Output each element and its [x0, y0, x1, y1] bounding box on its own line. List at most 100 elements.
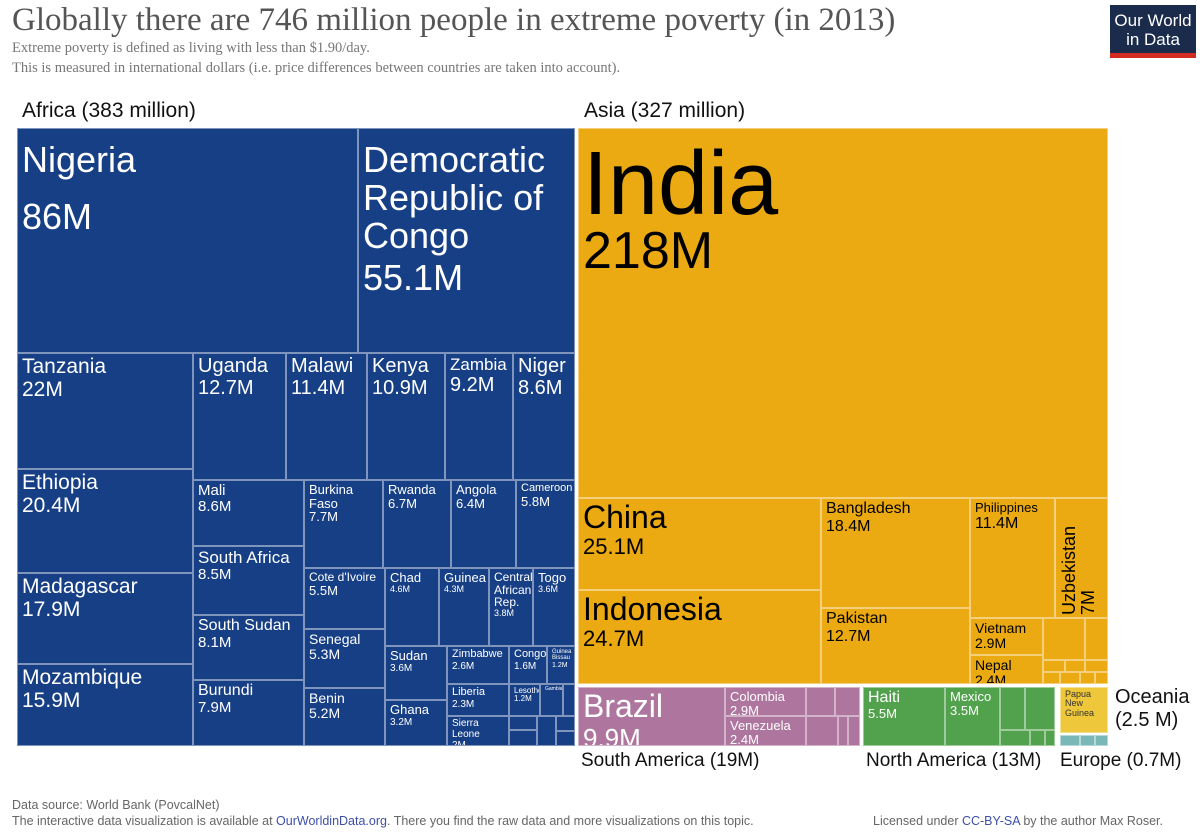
treemap-cell-small[interactable] [1000, 730, 1030, 746]
owid-link[interactable]: OurWorldinData.org [276, 814, 387, 828]
treemap-cell-benin[interactable]: Benin 5.2M [304, 688, 385, 746]
treemap-cell-small[interactable] [537, 716, 556, 746]
treemap-cell-small[interactable] [563, 684, 575, 716]
treemap-cell-liberia[interactable]: Liberia 2.3M [447, 684, 509, 716]
treemap-cell-haiti[interactable]: Haiti 5.5M [863, 687, 945, 746]
cell-country-value: 2M [452, 740, 466, 746]
treemap-cell-guinea[interactable]: Guinea 4.3M [439, 568, 489, 646]
treemap-cell-small[interactable] [556, 716, 575, 731]
treemap-cell-togo[interactable]: Togo 3.6M [533, 568, 575, 646]
treemap-cell-nepal[interactable]: Nepal 2.4M [970, 655, 1043, 684]
treemap-cell-tanzania[interactable]: Tanzania 22M [17, 353, 193, 469]
license-link[interactable]: CC-BY-SA [961, 814, 1020, 828]
treemap-cell-vietnam[interactable]: Vietnam 2.9M [970, 618, 1043, 655]
cell-country-value: 12.7M [826, 627, 871, 645]
treemap-cell-small[interactable] [556, 731, 575, 746]
treemap-cell-south-sudan[interactable]: South Sudan 8.1M [193, 615, 304, 680]
treemap-cell-small[interactable] [1080, 672, 1095, 684]
treemap-cell-sudan[interactable]: Sudan 3.6M [385, 646, 447, 700]
chart-subtitle-2: This is measured in international dollar… [12, 60, 621, 76]
treemap-cell-small[interactable] [1043, 672, 1060, 684]
treemap-cell-small[interactable] [1095, 735, 1108, 746]
owid-logo[interactable]: Our World in Data [1110, 5, 1196, 58]
treemap-cell-burundi[interactable]: Burundi 7.9M [193, 680, 304, 746]
treemap-cell-china[interactable]: China 25.1M [578, 498, 821, 590]
treemap-cell-venezuela[interactable]: Venezuela 2.4M [725, 716, 806, 746]
treemap-cell-rwanda[interactable]: Rwanda 6.7M [383, 480, 451, 568]
treemap-cell-small[interactable] [1000, 687, 1025, 730]
treemap-cell-small[interactable] [1080, 735, 1095, 746]
treemap-cell-lesotho[interactable]: Lesotho 1.2M [509, 684, 540, 716]
treemap-cell-niger[interactable]: Niger 8.6M [513, 353, 575, 480]
treemap-cell-small[interactable] [509, 730, 537, 746]
treemap-cell-mozambique[interactable]: Mozambique 15.9M [17, 664, 193, 746]
treemap-cell-small[interactable] [848, 716, 860, 746]
treemap-cell-mali[interactable]: Mali 8.6M [193, 480, 304, 546]
treemap-cell-small[interactable] [1060, 735, 1080, 746]
treemap-cell-small[interactable] [835, 687, 860, 716]
treemap-cell-uganda[interactable]: Uganda 12.7M [193, 353, 286, 480]
cell-country-value: 11.4M [975, 514, 1019, 532]
cell-country-name: China [583, 499, 667, 535]
treemap-cell-chad[interactable]: Chad 4.6M [385, 568, 439, 646]
treemap-cell-small[interactable] [1095, 672, 1108, 684]
treemap-cell-philippines[interactable]: Philippines 11.4M [970, 498, 1055, 618]
treemap-cell-papua-new-guinea[interactable]: Papua New Guinea [1060, 687, 1108, 733]
treemap-cell-pakistan[interactable]: Pakistan 12.7M [821, 608, 970, 684]
treemap-cell-colombia[interactable]: Colombia 2.9M [725, 687, 806, 716]
treemap-cell-nigeria[interactable]: Nigeria 86M [17, 128, 358, 353]
treemap-cell-gambia[interactable]: Gambia [540, 684, 563, 716]
region-label-north-america: North America (13M) [866, 750, 1042, 771]
treemap-cell-south-africa[interactable]: South Africa 8.5M [193, 546, 304, 615]
treemap-cell-madagascar[interactable]: Madagascar 17.9M [17, 573, 193, 664]
treemap-cell-cote-d-ivoire[interactable]: Cote d'Ivoire 5.5M [304, 568, 385, 629]
treemap-cell-small[interactable] [806, 687, 835, 716]
treemap-cell-small[interactable] [1085, 618, 1108, 660]
treemap-cell-small[interactable] [1045, 730, 1055, 746]
cell-country-name: Democratic Republic of Congo [363, 139, 546, 256]
cell-country-name: Guinea [444, 570, 486, 585]
treemap-cell-small[interactable] [806, 716, 838, 746]
treemap-cell-cameroon[interactable]: Cameroon 5.8M [516, 480, 575, 568]
treemap-cell-burkina-faso[interactable]: Burkina Faso 7.7M [304, 480, 383, 568]
treemap-cell-india[interactable]: India 218M [578, 128, 1108, 498]
treemap-cell-small[interactable] [1060, 672, 1080, 684]
treemap-cell-senegal[interactable]: Senegal 5.3M [304, 629, 385, 688]
cell-country-name: Benin [309, 690, 345, 706]
treemap-cell-mexico[interactable]: Mexico 3.5M [945, 687, 1000, 746]
treemap-cell-ethiopia[interactable]: Ethiopia 20.4M [17, 469, 193, 573]
treemap-cell-small[interactable] [1043, 660, 1065, 672]
treemap-cell-zambia[interactable]: Zambia 9.2M [445, 353, 513, 480]
treemap-cell-small[interactable] [509, 716, 537, 730]
treemap-cell-small[interactable] [1030, 730, 1045, 746]
treemap-cell-malawi[interactable]: Malawi 11.4M [286, 353, 367, 480]
treemap-cell-kenya[interactable]: Kenya 10.9M [367, 353, 445, 480]
treemap-cell-small[interactable] [1025, 687, 1055, 730]
treemap-cell-small[interactable] [1065, 660, 1085, 672]
treemap-cell-zimbabwe[interactable]: Zimbabwe 2.6M [447, 646, 509, 684]
treemap-cell-small[interactable] [1085, 660, 1108, 672]
treemap-cell-ghana[interactable]: Ghana 3.2M [385, 700, 447, 746]
treemap-cell-bangladesh[interactable]: Bangladesh 18.4M [821, 498, 970, 608]
treemap-cell-indonesia[interactable]: Indonesia 24.7M [578, 590, 821, 684]
treemap-cell-guinea-bissau[interactable]: Guinea Bissau 1.2M [547, 646, 575, 684]
treemap-cell-angola[interactable]: Angola 6.4M [451, 480, 516, 568]
cell-country-value: 3.8M [494, 607, 515, 618]
cell-country-name: Niger [518, 355, 566, 377]
treemap-cell-central-african-rep[interactable]: Central African Rep. 3.8M [489, 568, 533, 646]
license-prefix: Licensed under [873, 814, 962, 828]
cell-country-value: 2.4M [975, 671, 1007, 684]
treemap-cell-small[interactable] [838, 716, 848, 746]
rotated-label: Uzbekistan 7M [1059, 526, 1099, 615]
treemap-cell-congo[interactable]: Congo 1.6M [509, 646, 547, 684]
cell-country-value: 4.6M [390, 583, 411, 594]
cell-country-name: Liberia [452, 686, 486, 698]
treemap-cell-uzbekistan[interactable]: Uzbekistan 7M [1055, 498, 1108, 618]
treemap-cell-sierra-leone[interactable]: Sierra Leone 2M [447, 716, 509, 746]
cell-country-value: 55.1M [363, 257, 464, 299]
cell-country-name: Gambia [545, 686, 563, 692]
treemap-cell-democratic-republic-of-congo[interactable]: Democratic Republic of Congo 55.1M [358, 128, 575, 353]
treemap-cell-small[interactable] [1043, 618, 1085, 660]
treemap-cell-brazil[interactable]: Brazil 9.9M [578, 687, 725, 746]
cell-country-value: 5.8M [521, 493, 550, 509]
